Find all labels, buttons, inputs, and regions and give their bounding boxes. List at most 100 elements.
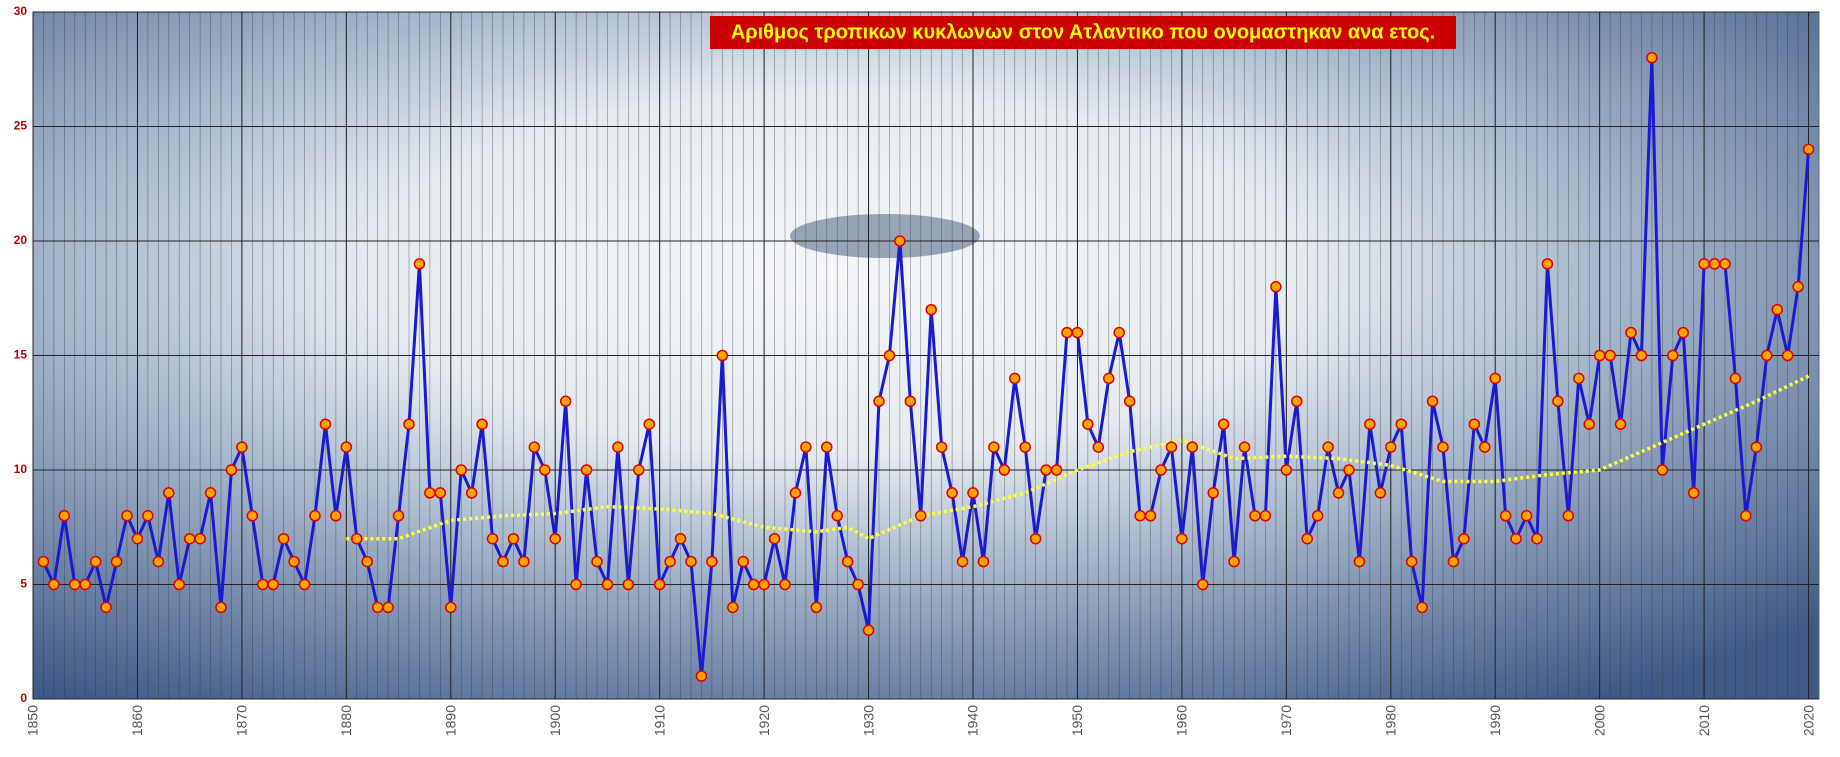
- data-point: [121, 510, 133, 522]
- data-point: [340, 441, 353, 453]
- data-point: [173, 578, 185, 591]
- data-point: [152, 555, 165, 568]
- data-point: [998, 464, 1011, 476]
- data-point: [685, 555, 697, 568]
- data-point: [601, 578, 614, 591]
- data-point: [1802, 143, 1815, 156]
- data-point: [810, 601, 823, 614]
- data-point: [758, 578, 770, 591]
- data-point: [768, 532, 781, 545]
- data-point: [69, 578, 81, 591]
- data-point: [1353, 555, 1366, 568]
- data-point: [789, 487, 802, 499]
- x-tick-label: 1890: [442, 705, 458, 736]
- data-point: [267, 578, 279, 591]
- data-point: [382, 601, 394, 614]
- data-point: [1656, 464, 1669, 476]
- data-point: [110, 555, 123, 568]
- data-point: [925, 303, 937, 316]
- data-point: [862, 624, 875, 637]
- data-point: [246, 510, 259, 522]
- data-point: [518, 555, 530, 568]
- data-point: [1677, 326, 1689, 339]
- x-tick-label: 1950: [1069, 705, 1085, 736]
- data-point: [403, 418, 415, 430]
- data-point: [883, 349, 896, 362]
- data-point: [236, 441, 248, 453]
- data-point: [486, 532, 499, 545]
- data-point: [1029, 532, 1042, 545]
- data-point: [225, 464, 238, 476]
- data-point: [1311, 510, 1324, 522]
- data-point: [1197, 578, 1209, 591]
- data-point: [1291, 395, 1303, 408]
- data-point: [100, 601, 112, 614]
- data-point: [277, 532, 290, 545]
- x-tick-label: 1980: [1382, 705, 1398, 736]
- x-tick-label: 1900: [547, 705, 563, 736]
- data-point: [612, 441, 624, 453]
- x-tick-label: 1870: [234, 705, 250, 736]
- data-point: [1771, 303, 1783, 316]
- data-point: [821, 441, 833, 453]
- data-point: [1144, 510, 1157, 522]
- data-point: [800, 441, 812, 453]
- y-tick-label: 0: [20, 691, 27, 705]
- data-point: [1270, 281, 1282, 293]
- data-point: [1259, 510, 1272, 522]
- x-tick-label: 1920: [756, 705, 772, 736]
- data-point: [1019, 441, 1031, 453]
- data-point: [977, 555, 990, 568]
- data-point: [1698, 258, 1710, 270]
- data-point: [507, 532, 520, 545]
- data-point: [1050, 464, 1063, 476]
- data-point: [1082, 418, 1094, 430]
- data-point: [1155, 464, 1167, 476]
- x-tick-label: 2010: [1696, 705, 1712, 736]
- data-point: [1635, 349, 1648, 362]
- data-point: [559, 395, 572, 408]
- data-point: [183, 532, 196, 545]
- data-point: [1646, 52, 1658, 64]
- data-point: [48, 578, 60, 591]
- x-tick-label: 1970: [1278, 705, 1294, 736]
- data-point: [1562, 510, 1575, 522]
- data-point: [915, 510, 927, 522]
- data-point: [988, 441, 1000, 453]
- data-point: [465, 487, 478, 499]
- x-tick-label: 1910: [651, 705, 667, 736]
- trend-line: [346, 374, 1810, 541]
- data-point: [967, 487, 979, 499]
- data-point: [904, 395, 917, 408]
- data-point: [1531, 532, 1543, 545]
- data-point: [1552, 395, 1564, 408]
- data-point: [1719, 258, 1731, 270]
- data-point: [706, 555, 718, 568]
- data-point: [1792, 281, 1804, 293]
- data-point: [1447, 555, 1460, 568]
- x-tick-label: 1860: [129, 705, 145, 736]
- data-point: [1541, 258, 1554, 270]
- data-point: [841, 555, 854, 568]
- data-point: [1437, 441, 1449, 453]
- x-tick-label: 2020: [1800, 705, 1816, 736]
- data-point: [727, 601, 739, 614]
- data-point: [664, 555, 676, 568]
- data-point: [79, 578, 91, 591]
- data-point: [309, 510, 321, 522]
- data-point: [89, 555, 102, 568]
- data-point: [1520, 510, 1533, 522]
- data-point: [1228, 555, 1240, 568]
- data-point: [1103, 372, 1115, 385]
- data-point: [716, 349, 729, 362]
- y-tick-label: 20: [14, 233, 28, 247]
- data-point: [1667, 349, 1679, 362]
- data-point: [1322, 441, 1334, 453]
- data-point: [215, 601, 227, 614]
- data-point: [591, 555, 603, 568]
- x-tick-label: 1960: [1174, 705, 1190, 736]
- data-point: [1614, 418, 1627, 430]
- data-point: [455, 464, 467, 476]
- data-point: [319, 418, 332, 430]
